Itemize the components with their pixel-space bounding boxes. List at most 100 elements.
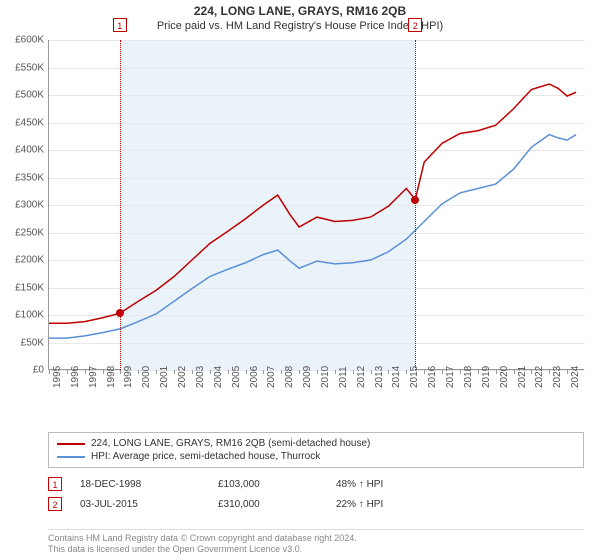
x-axis-label: 2005 [231,366,242,388]
legend-swatch-hpi [57,456,85,458]
reference-marker: 2 [408,18,422,32]
x-tick [281,370,282,374]
x-axis-label: 2008 [284,366,295,388]
x-axis-label: 2006 [249,366,260,388]
x-axis-label: 2009 [302,366,313,388]
y-axis-label: £350K [15,172,44,183]
y-axis-label: £250K [15,227,44,238]
sale-price-2: £310,000 [218,499,318,510]
x-tick [103,370,104,374]
x-tick [174,370,175,374]
x-axis-label: 2011 [338,366,349,388]
x-axis-label: 2014 [391,366,402,388]
sale-row-2: 2 03-JUL-2015 £310,000 22% ↑ HPI [48,494,584,514]
x-axis-label: 1999 [123,366,134,388]
x-axis-label: 2004 [213,366,224,388]
y-axis-label: £550K [15,62,44,73]
x-axis-label: 2016 [427,366,438,388]
x-tick [299,370,300,374]
footer-line-1: Contains HM Land Registry data © Crown c… [48,533,584,545]
chart-area: £0£50K£100K£150K£200K£250K£300K£350K£400… [48,40,584,390]
legend-row-property: 224, LONG LANE, GRAYS, RM16 2QB (semi-de… [57,437,575,450]
y-axis-label: £450K [15,117,44,128]
x-tick [335,370,336,374]
x-axis-label: 1998 [106,366,117,388]
legend-label-property: 224, LONG LANE, GRAYS, RM16 2QB (semi-de… [91,438,370,449]
x-tick [317,370,318,374]
x-tick [192,370,193,374]
sale-price-1: £103,000 [218,479,318,490]
x-axis-label: 1996 [70,366,81,388]
x-axis-label: 2024 [570,366,581,388]
reference-line [415,40,416,370]
x-axis-label: 2020 [499,366,510,388]
legend-label-hpi: HPI: Average price, semi-detached house,… [91,451,320,462]
x-axis-label: 2022 [534,366,545,388]
x-tick [549,370,550,374]
x-tick [478,370,479,374]
legend-swatch-property [57,443,85,445]
x-axis-label: 2012 [356,366,367,388]
x-tick [567,370,568,374]
y-axis-label: £100K [15,310,44,321]
legend-box: 224, LONG LANE, GRAYS, RM16 2QB (semi-de… [48,432,584,468]
x-axis-label: 2003 [195,366,206,388]
x-tick [371,370,372,374]
x-tick [442,370,443,374]
x-axis-label: 1995 [52,366,63,388]
x-tick [246,370,247,374]
x-tick [67,370,68,374]
page-title: 224, LONG LANE, GRAYS, RM16 2QB [0,0,600,18]
x-axis-label: 1997 [88,366,99,388]
footer-line-2: This data is licensed under the Open Gov… [48,544,584,556]
y-axis-label: £400K [15,145,44,156]
y-axis-label: £150K [15,282,44,293]
x-tick [49,370,50,374]
x-axis-label: 2018 [463,366,474,388]
x-tick [460,370,461,374]
x-axis-label: 2007 [266,366,277,388]
x-axis-label: 2001 [159,366,170,388]
x-axis-label: 2013 [374,366,385,388]
reference-line [120,40,121,370]
x-tick [388,370,389,374]
x-axis-label: 2002 [177,366,188,388]
x-axis-label: 2021 [517,366,528,388]
sale-date-2: 03-JUL-2015 [80,499,200,510]
sale-hpi-2: 22% ↑ HPI [336,499,436,510]
legend-row-hpi: HPI: Average price, semi-detached house,… [57,450,575,463]
sale-date-1: 18-DEC-1998 [80,479,200,490]
x-tick [406,370,407,374]
x-tick [138,370,139,374]
x-tick [353,370,354,374]
x-tick [514,370,515,374]
x-tick [210,370,211,374]
x-tick [156,370,157,374]
y-axis-label: £50K [21,337,44,348]
x-axis-label: 2023 [552,366,563,388]
y-axis-label: £600K [15,35,44,46]
y-axis-label: £500K [15,90,44,101]
reference-marker: 1 [113,18,127,32]
chart-container: 224, LONG LANE, GRAYS, RM16 2QB Price pa… [0,0,600,560]
x-axis-label: 2010 [320,366,331,388]
x-axis-label: 2019 [481,366,492,388]
x-tick [120,370,121,374]
line-layer [49,40,585,370]
x-axis-label: 2000 [141,366,152,388]
x-tick [85,370,86,374]
sales-table: 1 18-DEC-1998 £103,000 48% ↑ HPI 2 03-JU… [48,474,584,514]
x-axis-label: 2017 [445,366,456,388]
plot-region: £0£50K£100K£150K£200K£250K£300K£350K£400… [48,40,584,370]
x-tick [424,370,425,374]
y-axis-label: £200K [15,255,44,266]
sale-marker-2: 2 [48,497,62,511]
sale-row-1: 1 18-DEC-1998 £103,000 48% ↑ HPI [48,474,584,494]
sale-point [116,309,124,317]
page-subtitle: Price paid vs. HM Land Registry's House … [0,18,600,32]
x-tick [531,370,532,374]
sale-point [411,196,419,204]
sale-hpi-1: 48% ↑ HPI [336,479,436,490]
sale-marker-1: 1 [48,477,62,491]
x-tick [228,370,229,374]
